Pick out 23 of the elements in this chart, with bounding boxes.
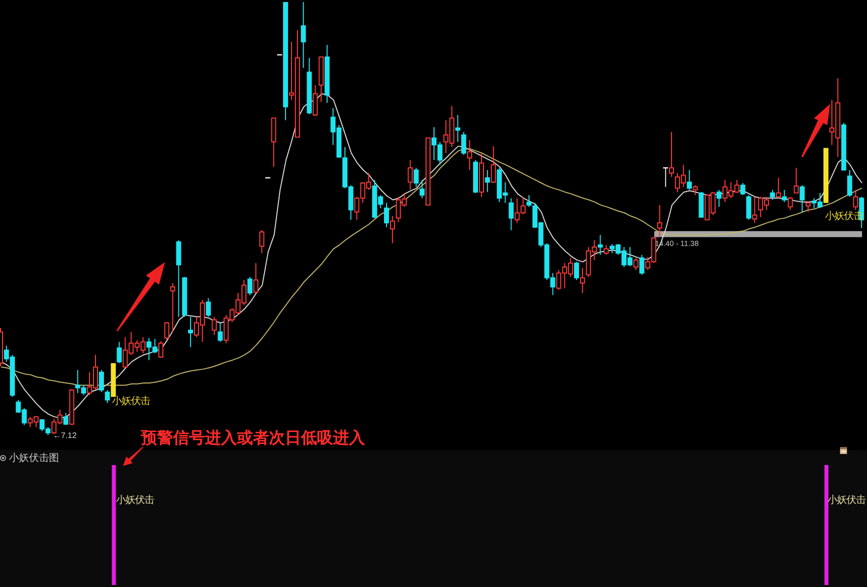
candlestick [283, 2, 288, 121]
candlestick [188, 316, 194, 348]
annotation: 预警信号进入或者次日低吸进入 [140, 428, 366, 446]
chart-title: 小妖伏击图 [9, 452, 59, 464]
candlestick [456, 114, 461, 142]
candlestick [485, 170, 490, 193]
candlestick [426, 137, 431, 206]
candlestick [794, 167, 800, 194]
candlestick [580, 267, 586, 294]
candlestick [324, 44, 330, 104]
candlestick [301, 2, 306, 68]
candlestick [509, 198, 514, 231]
annotation: ←7.12 [53, 430, 78, 440]
annotation: 小妖伏击 [112, 394, 150, 406]
candlestick [662, 167, 670, 188]
candlestick [318, 56, 324, 103]
candlestick [657, 204, 662, 238]
candlestick [598, 234, 604, 256]
annotation: 小妖伏击 [116, 494, 154, 506]
candlestick [467, 140, 472, 171]
candlestick [408, 160, 414, 190]
candlestick [479, 152, 484, 198]
candlestick [271, 118, 276, 168]
